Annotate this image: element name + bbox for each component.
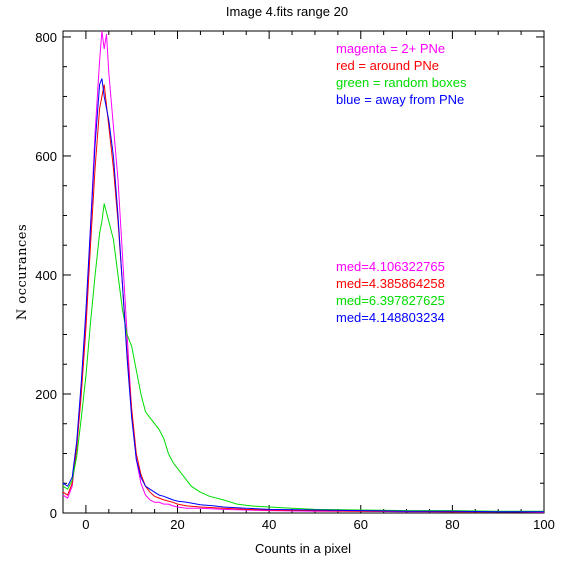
- y-tick-label: 0: [50, 506, 57, 521]
- y-tick-label: 400: [35, 268, 57, 283]
- x-axis-label: Counts in a pixel: [255, 541, 351, 556]
- x-tick-label: 80: [445, 517, 459, 532]
- y-ticks: 0 200 400 600 800: [35, 30, 544, 521]
- median-annotations: med=4.106322765 med=4.385864258 med=6.3978…: [336, 259, 445, 325]
- median-label: med=4.385864258: [336, 276, 445, 291]
- legend-entry: red = around PNe: [336, 58, 439, 73]
- series-line-4: [62, 78, 544, 513]
- series-line-3: [62, 203, 544, 512]
- legend-entry: blue = away from PNe: [336, 92, 464, 107]
- x-tick-label: 100: [533, 517, 555, 532]
- x-tick-label: 0: [82, 517, 89, 532]
- legend: magenta = 2+ PNe red = around PNe green = …: [336, 41, 467, 107]
- x-ticks: 0 20 40 60 80 100: [82, 31, 555, 532]
- y-tick-label: 600: [35, 149, 57, 164]
- legend-entry: green = random boxes: [336, 75, 467, 90]
- x-tick-label: 60: [354, 517, 368, 532]
- legend-entry: magenta = 2+ PNe: [336, 41, 445, 56]
- x-tick-label: 20: [170, 517, 184, 532]
- y-tick-label: 200: [35, 387, 57, 402]
- median-label: med=6.397827625: [336, 293, 445, 308]
- plot-frame: [62, 30, 545, 514]
- x-tick-label: 40: [262, 517, 276, 532]
- series-line-2: [62, 84, 544, 513]
- median-label: med=4.106322765: [336, 259, 445, 274]
- series-lines: [62, 30, 545, 513]
- chart-title: Image 4.fits range 20: [226, 4, 348, 19]
- y-axis-label: N occurances: [15, 224, 30, 320]
- median-label: med=4.148803234: [336, 310, 445, 325]
- y-tick-label: 800: [35, 30, 57, 45]
